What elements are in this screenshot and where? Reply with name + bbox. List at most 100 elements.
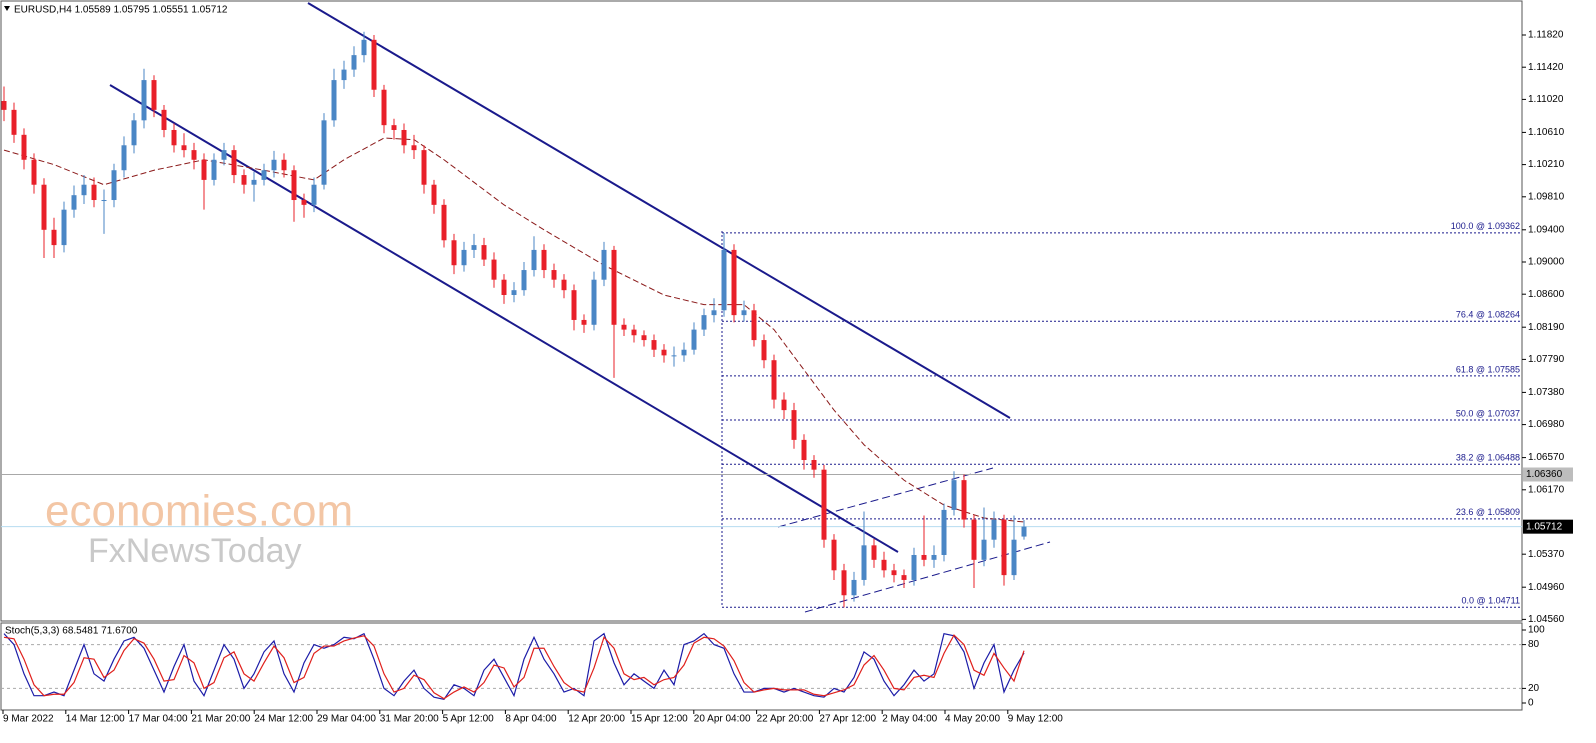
candle-body xyxy=(591,279,597,325)
candle-body xyxy=(731,249,737,316)
x-tick-label: 15 Apr 12:00 xyxy=(631,714,688,725)
candle-body xyxy=(641,335,647,341)
y-tick-label: 1.09000 xyxy=(1528,257,1565,268)
candle-body xyxy=(31,159,37,185)
watermark-brand: economies.com xyxy=(45,487,353,536)
candle-body xyxy=(811,460,817,470)
y-tick-label: 1.09400 xyxy=(1528,224,1565,235)
x-tick-label: 29 Mar 04:00 xyxy=(317,714,376,725)
y-tick-label: 1.11820 xyxy=(1528,30,1564,41)
candle-body xyxy=(541,249,547,271)
candle-body xyxy=(421,150,427,185)
candle-body xyxy=(471,245,477,250)
candle-body xyxy=(101,200,107,202)
candle-body xyxy=(271,159,277,171)
candle-body xyxy=(831,539,837,571)
stoch-line xyxy=(3,634,1025,700)
candle-body xyxy=(261,170,267,180)
bid-label: 1.05712 xyxy=(1526,521,1563,532)
candle-body xyxy=(581,319,587,325)
candle-body xyxy=(801,439,807,461)
y-tick-label: 1.05370 xyxy=(1528,549,1565,560)
candle-body xyxy=(161,109,167,130)
x-tick-label: 8 Apr 04:00 xyxy=(505,714,557,725)
candle-body xyxy=(481,245,487,260)
candle-body xyxy=(201,159,207,180)
x-tick-label: 27 Apr 12:00 xyxy=(819,714,876,725)
candle-body xyxy=(931,554,937,560)
candle-body xyxy=(341,69,347,81)
trend-line xyxy=(777,467,994,528)
candle-body xyxy=(171,129,177,146)
candle-body xyxy=(231,150,237,176)
y-tick-label: 1.06570 xyxy=(1528,452,1565,463)
stoch-panel-frame xyxy=(0,622,1523,711)
candle-body xyxy=(781,399,787,411)
candle-body xyxy=(81,184,87,196)
candle-body xyxy=(911,554,917,580)
candle-body xyxy=(331,80,337,121)
y-tick-label: 1.10210 xyxy=(1528,159,1565,170)
candle-body xyxy=(371,39,377,90)
candle-body xyxy=(991,519,997,540)
candle-body xyxy=(51,229,57,246)
stoch-title: Stoch(5,3,3) 68.5481 71.6700 xyxy=(5,626,138,637)
candle-body xyxy=(791,410,797,440)
candle-body xyxy=(661,349,667,356)
candle-body xyxy=(221,150,227,160)
candle-body xyxy=(981,539,987,560)
candle-body xyxy=(521,270,527,291)
candle-body xyxy=(751,310,757,341)
y-tick-label: 1.11420 xyxy=(1528,62,1564,73)
candle-body xyxy=(701,315,707,330)
candle-body xyxy=(681,349,687,356)
candle-body xyxy=(91,184,97,201)
candle-body xyxy=(451,240,457,266)
x-tick-label: 31 Mar 20:00 xyxy=(380,714,439,725)
candle-body xyxy=(391,125,397,130)
candle-body xyxy=(711,310,717,316)
y-tick-label: 1.06980 xyxy=(1528,419,1565,430)
candle-body xyxy=(881,559,887,571)
candle-body xyxy=(721,249,727,311)
candle-body xyxy=(301,200,307,205)
fib-label: 100.0 @ 1.09362 xyxy=(1451,221,1520,231)
candle-body xyxy=(71,195,77,210)
candle-body xyxy=(961,480,967,520)
candle-body xyxy=(561,279,567,291)
candle-body xyxy=(321,120,327,185)
fib-label: 38.2 @ 1.06488 xyxy=(1456,453,1520,463)
candle-body xyxy=(841,570,847,596)
candle-body xyxy=(181,145,187,151)
candle-body xyxy=(861,545,867,580)
x-tick-label: 4 May 20:00 xyxy=(945,714,1000,725)
candle-body xyxy=(211,159,217,180)
candle-body xyxy=(1,101,7,110)
x-tick-label: 24 Mar 12:00 xyxy=(254,714,313,725)
x-tick-label: 14 Mar 12:00 xyxy=(66,714,125,725)
y-tick-label: 1.09810 xyxy=(1528,191,1565,202)
candle-body xyxy=(241,175,247,185)
candle-body xyxy=(601,249,607,280)
candle-body xyxy=(381,89,387,126)
candle-body xyxy=(611,249,617,325)
y-tick-label: 100 xyxy=(1528,625,1545,636)
candle-body xyxy=(131,120,137,146)
candle-body xyxy=(281,159,287,171)
candle-body xyxy=(511,290,517,295)
candle-body xyxy=(921,554,927,560)
watermark-brand: FxNewsToday xyxy=(88,532,302,570)
candle-body xyxy=(11,109,17,135)
candle-body xyxy=(351,55,357,70)
candle-body xyxy=(571,290,577,320)
y-tick-label: 1.06170 xyxy=(1528,484,1565,495)
candle-body xyxy=(631,329,637,336)
y-tick-label: 80 xyxy=(1528,639,1540,650)
y-tick-label: 1.07380 xyxy=(1528,387,1565,398)
candle-body xyxy=(441,204,447,241)
candle-body xyxy=(431,184,437,205)
level-label: 1.06360 xyxy=(1526,469,1563,480)
x-tick-label: 9 May 12:00 xyxy=(1008,714,1063,725)
x-tick-label: 2 May 04:00 xyxy=(882,714,937,725)
